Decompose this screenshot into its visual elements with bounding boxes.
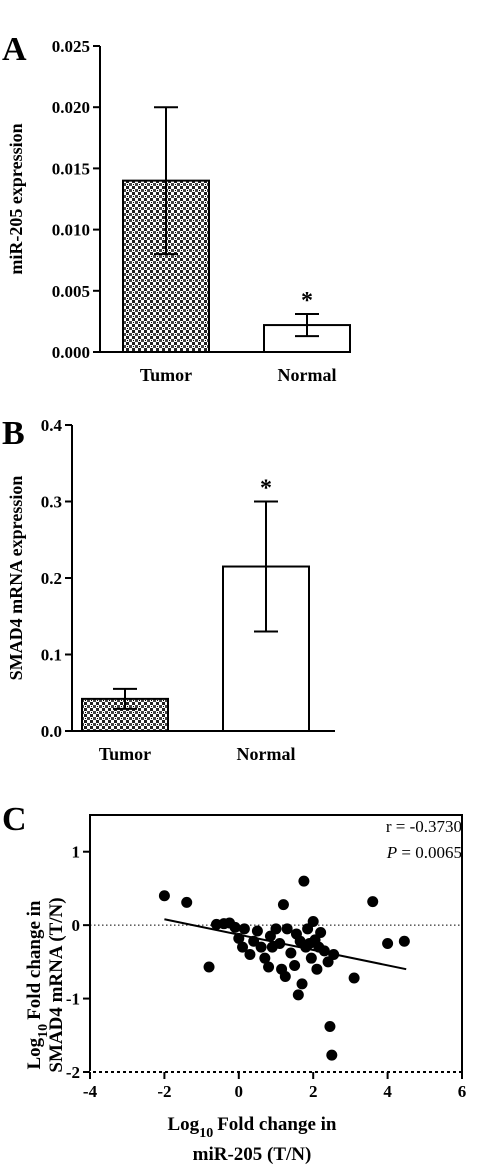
y-tick-label: -1 bbox=[66, 990, 80, 1009]
panel-c-x-label-line1: Log10 Fold change in bbox=[168, 1114, 337, 1141]
y-tick-label: 0.020 bbox=[52, 98, 90, 117]
data-point bbox=[298, 875, 310, 887]
data-point bbox=[237, 941, 249, 953]
panel-c-letter: C bbox=[2, 801, 27, 838]
x-tick-label: 2 bbox=[309, 1082, 318, 1101]
y-tick-label: 0 bbox=[72, 916, 81, 935]
data-point bbox=[285, 947, 297, 959]
panel-c-x-label-line2: miR-205 (T/N) bbox=[193, 1144, 312, 1165]
data-point bbox=[326, 1049, 338, 1061]
category-label: Tumor bbox=[140, 365, 192, 385]
p-value-text: = 0.0065 bbox=[397, 843, 462, 862]
data-point bbox=[315, 926, 327, 938]
panel-c: C r = -0.3730 P = 0.0065 Log10Fold chang… bbox=[2, 801, 466, 1165]
data-point bbox=[324, 1020, 336, 1032]
data-point bbox=[328, 949, 340, 961]
data-point bbox=[248, 935, 260, 947]
regression-line bbox=[164, 918, 407, 971]
y-tick-label: 0.010 bbox=[52, 221, 90, 240]
category-label: Normal bbox=[237, 744, 296, 764]
data-point bbox=[289, 960, 301, 972]
correlation-r-value: r = -0.3730 bbox=[386, 817, 462, 836]
data-point bbox=[277, 899, 289, 911]
category-label: Normal bbox=[278, 365, 337, 385]
y-tick-label: -2 bbox=[66, 1063, 80, 1082]
data-point bbox=[238, 923, 250, 935]
x-tick-label: 4 bbox=[383, 1082, 392, 1101]
category-label: Tumor bbox=[99, 744, 151, 764]
data-point bbox=[251, 925, 263, 937]
panel-c-y-axis-label: Log10Fold change in SMAD4 mRNA (T/N) bbox=[24, 897, 67, 1072]
y-tick-label: 0.1 bbox=[41, 646, 62, 665]
x-tick-label: 0 bbox=[235, 1082, 244, 1101]
y-tick-label: 0.2 bbox=[41, 569, 62, 588]
data-point bbox=[398, 935, 410, 947]
data-point bbox=[229, 921, 241, 933]
data-point bbox=[305, 952, 317, 964]
significance-marker: * bbox=[260, 476, 272, 502]
panel-b-y-axis-label: SMAD4 mRNA expression bbox=[6, 476, 26, 681]
data-point bbox=[259, 952, 271, 964]
data-point bbox=[318, 945, 330, 957]
panel-a-letter: A bbox=[2, 31, 27, 68]
data-point bbox=[292, 989, 304, 1001]
x-tick-label: -2 bbox=[157, 1082, 171, 1101]
y-tick-label: 0.3 bbox=[41, 493, 62, 512]
data-point bbox=[348, 972, 360, 984]
data-point bbox=[203, 961, 215, 973]
panel-c-y-label-line1: Log10Fold change in bbox=[24, 900, 51, 1069]
significance-marker: * bbox=[301, 288, 313, 314]
data-point bbox=[244, 949, 256, 961]
panel-a: A miR-205 expression 0.000 0.005 0.010 0.01… bbox=[2, 31, 351, 385]
panel-a-y-axis-label: miR-205 expression bbox=[6, 123, 26, 274]
data-point bbox=[263, 961, 275, 973]
data-point bbox=[181, 896, 193, 908]
y-tick-label: 0.025 bbox=[52, 37, 90, 56]
data-point bbox=[279, 971, 291, 983]
panel-b-letter: B bbox=[2, 415, 25, 452]
data-point bbox=[382, 938, 394, 949]
panel-b: B SMAD4 mRNA expression 0.0 0.1 0.2 0.3 0.4 T… bbox=[2, 415, 335, 764]
y-tick-label: 0.000 bbox=[52, 343, 90, 362]
x-tick-label: -4 bbox=[83, 1082, 98, 1101]
data-point bbox=[158, 890, 170, 902]
data-point bbox=[311, 963, 323, 975]
y-tick-label: 0.4 bbox=[41, 416, 63, 435]
correlation-p-value: P = 0.0065 bbox=[386, 843, 462, 862]
data-point bbox=[307, 915, 319, 927]
y-tick-label: 0.015 bbox=[52, 159, 90, 178]
p-symbol: P bbox=[386, 843, 397, 862]
data-point bbox=[274, 938, 286, 949]
data-point bbox=[255, 941, 267, 953]
panel-c-y-label-line2: SMAD4 mRNA (T/N) bbox=[46, 897, 67, 1072]
x-tick-label: 6 bbox=[458, 1082, 467, 1101]
data-point bbox=[296, 978, 308, 990]
y-tick-label: 0.005 bbox=[52, 282, 90, 301]
data-point bbox=[367, 896, 379, 908]
data-point bbox=[233, 932, 245, 944]
y-tick-label: 0.0 bbox=[41, 722, 62, 741]
data-point bbox=[281, 923, 293, 935]
y-tick-label: 1 bbox=[72, 843, 81, 862]
data-point bbox=[270, 923, 282, 935]
